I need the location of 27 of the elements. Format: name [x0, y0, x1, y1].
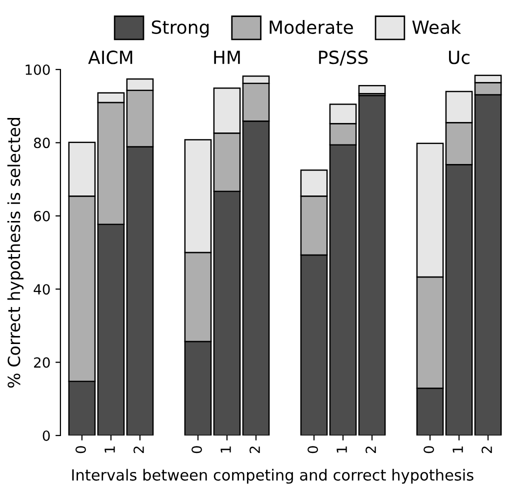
x-tick-label: 0 [308, 446, 318, 454]
x-tick-label: 0 [424, 446, 434, 454]
legend-label: Strong [152, 20, 209, 38]
x-tick-label: 1 [104, 446, 115, 453]
y-tick-label: 20 [34, 357, 50, 368]
legend-label: Weak [412, 20, 462, 34]
x-tick-label: 1 [452, 446, 463, 453]
y-tick-label: 60 [34, 210, 50, 222]
text: PS/SS [319, 50, 368, 66]
text: Uc [449, 50, 470, 64]
text: HM [214, 50, 240, 64]
legend-label: Moderate [270, 20, 353, 34]
x-tick-label: 2 [133, 446, 144, 454]
x-tick-label: 0 [192, 446, 202, 454]
x-tick-label: 2 [366, 446, 376, 454]
y-tick-label: 40 [34, 284, 50, 295]
x-tick-label: 2 [482, 446, 492, 454]
x-axis-title: Intervals between competing and correct hypothesis [72, 468, 474, 484]
y-tick-label: 80 [34, 138, 50, 148]
y-tick-label: 100 [26, 64, 50, 75]
y-tick-label: 0 [42, 430, 50, 441]
x-tick-label: 2 [250, 446, 260, 454]
y-axis-title: % Correct hypothesis is selected [7, 118, 24, 388]
x-tick-label: 1 [220, 446, 231, 453]
text: AICM [88, 50, 132, 64]
x-tick-label: 1 [336, 446, 347, 453]
x-tick-label: 0 [75, 446, 86, 454]
